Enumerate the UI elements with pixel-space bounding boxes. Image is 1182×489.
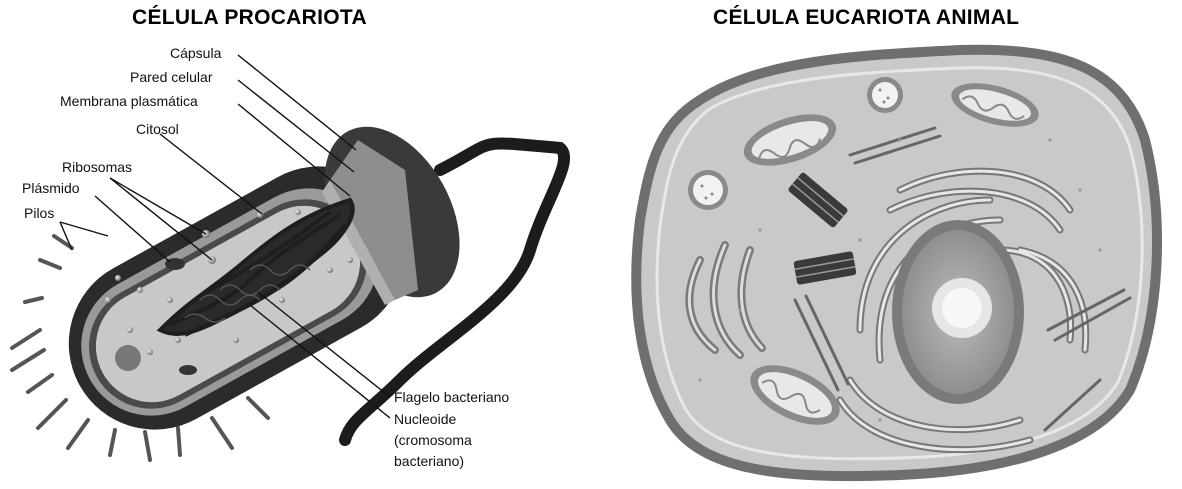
mitochondria <box>743 83 1039 425</box>
flagellum <box>339 137 571 446</box>
centrioles <box>788 172 857 285</box>
label-nucleoid-note-1: (cromosoma <box>394 432 472 448</box>
label-flagellum: Flagelo bacteriano <box>394 389 509 405</box>
ribosomes <box>105 209 353 355</box>
pili <box>10 234 270 462</box>
prokaryote-title: CÉLULA PROCARIOTA <box>132 6 367 29</box>
label-plasmid: Plásmido <box>22 180 80 196</box>
prokaryote-cell: Cápsula Pared celular Membrana plasmátic… <box>10 45 571 469</box>
label-nucleoid: Nucleoide <box>394 411 456 427</box>
eukaryote-title: CÉLULA EUCARIOTA ANIMAL <box>713 6 1020 29</box>
label-ribosomes: Ribosomas <box>62 159 132 175</box>
label-plasma-membrane: Membrana plasmática <box>60 93 198 109</box>
label-capsule: Cápsula <box>170 45 222 61</box>
label-cytosol: Citosol <box>136 121 179 137</box>
eukaryote-cell <box>631 44 1162 482</box>
nucleoid <box>156 197 355 337</box>
cytoskeleton <box>793 126 1132 432</box>
label-nucleoid-note-2: bacteriano) <box>394 453 464 469</box>
vesicles <box>688 77 903 210</box>
label-cell-wall: Pared celular <box>130 69 213 85</box>
plasmid <box>165 258 185 270</box>
label-pili: Pilos <box>24 205 54 221</box>
leader-lines <box>59 54 391 419</box>
